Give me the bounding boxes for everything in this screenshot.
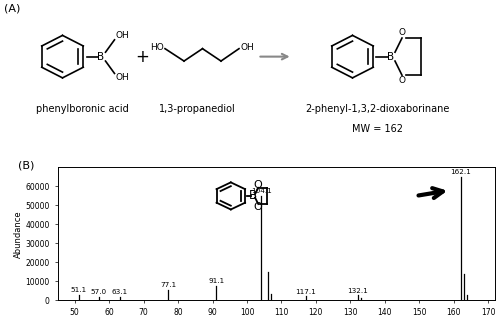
Text: B: B [388, 52, 394, 62]
Text: OH: OH [116, 31, 129, 40]
Text: 2-phenyl-1,3,2-dioxaborinane: 2-phenyl-1,3,2-dioxaborinane [306, 104, 450, 114]
Text: 91.1: 91.1 [208, 278, 224, 284]
Text: 51.1: 51.1 [70, 287, 86, 293]
Text: OH: OH [241, 43, 254, 52]
Text: O: O [398, 28, 406, 37]
Text: phenylboronic acid: phenylboronic acid [36, 104, 129, 114]
Text: (B): (B) [18, 161, 34, 171]
Text: MW = 162: MW = 162 [352, 124, 403, 134]
Text: 132.1: 132.1 [347, 288, 368, 294]
Text: 63.1: 63.1 [112, 289, 128, 295]
Y-axis label: Abundance: Abundance [14, 210, 22, 258]
Text: B: B [250, 189, 258, 203]
Text: O: O [254, 202, 262, 212]
Text: O: O [398, 76, 406, 85]
Text: 104.1: 104.1 [250, 188, 272, 194]
Text: 77.1: 77.1 [160, 282, 176, 288]
Text: 1,3-propanediol: 1,3-propanediol [159, 104, 236, 114]
Text: O: O [254, 180, 262, 190]
Text: 57.0: 57.0 [91, 289, 107, 295]
Text: (A): (A) [4, 3, 20, 14]
Text: 162.1: 162.1 [450, 169, 471, 175]
Text: OH: OH [116, 73, 129, 82]
Text: 117.1: 117.1 [296, 289, 316, 295]
Text: HO: HO [150, 43, 164, 52]
Text: B: B [97, 52, 104, 62]
Text: +: + [136, 48, 149, 66]
